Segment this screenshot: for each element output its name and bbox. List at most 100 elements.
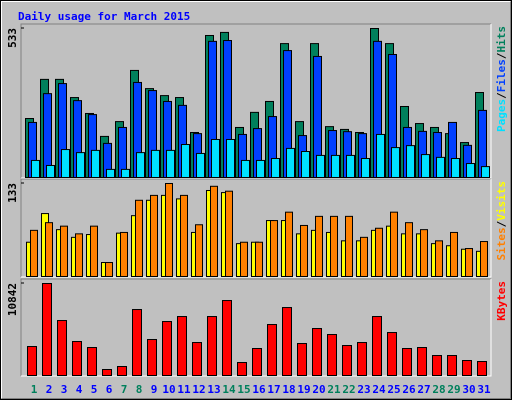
bar [391,147,400,178]
bar [57,320,67,376]
x-tick-label: 13 [207,383,220,396]
bar [117,366,127,376]
x-tick-label: 1 [31,383,38,396]
bevel [20,23,491,178]
bar [226,138,235,178]
bar [240,241,248,278]
bar [417,347,427,377]
x-tick-label: 17 [267,383,280,396]
bar [436,156,445,179]
bar [195,224,203,278]
bar [387,332,397,376]
x-tick-label: 5 [91,383,98,396]
bar [150,194,158,278]
bar [222,300,232,376]
x-tick-label: 8 [136,383,143,396]
legend: Pages/Files/Hits [495,26,508,132]
bar [451,157,460,178]
x-tick-label: 19 [297,383,310,396]
legend-entry: Pages [495,99,508,132]
bar [345,215,353,277]
bar [420,229,428,277]
bar [297,343,307,376]
bar [342,345,352,377]
legend-entry: KBytes [495,281,508,321]
bar [42,283,52,376]
bar [207,316,217,376]
bar [421,154,430,178]
bar [241,159,250,178]
x-tick-label: 3 [61,383,68,396]
bar [462,360,472,376]
bar [27,346,37,376]
bar [357,342,367,376]
x-tick-label: 28 [432,383,445,396]
bar [447,355,457,377]
y-tick-label: 533 [6,28,19,48]
bar [450,231,458,278]
x-tick-label: 27 [417,383,430,396]
x-tick-label: 31 [477,383,491,396]
bar [376,133,385,178]
bar [282,307,292,376]
bar [180,194,188,278]
bar [256,159,265,178]
bar [327,334,337,377]
x-tick-label: 12 [192,383,205,396]
bar [435,240,443,278]
bar [31,159,40,178]
bar [165,183,173,277]
bar [285,211,293,277]
bar [72,341,82,377]
bar [162,321,172,377]
legend-entry: Sites [495,227,508,260]
x-tick-label: 4 [76,383,83,396]
x-tick-label: 15 [237,383,250,396]
legend: Sites/Visits [495,181,508,261]
bar [331,154,340,178]
bar [105,262,113,278]
legend-entry: Visits [495,181,508,221]
x-tick-label: 23 [357,383,370,396]
bar [300,224,308,277]
bar [465,248,473,277]
bar [90,225,98,277]
bar [75,233,83,278]
bar [390,211,398,277]
bevel [20,178,491,277]
bar [301,151,310,178]
x-tick-label: 14 [222,383,236,396]
x-tick-label: 7 [121,383,128,396]
x-tick-label: 16 [252,383,266,396]
bar [315,215,323,277]
bevel [21,179,492,278]
bar [151,149,160,179]
bar [361,157,370,178]
x-tick-label: 24 [372,383,386,396]
bevel [21,24,492,179]
legend-separator: / [495,92,508,99]
bar [286,147,295,179]
bar [211,138,220,178]
legend-separator: / [495,52,508,59]
bar [406,145,415,178]
legend-separator: / [495,220,508,227]
bar [135,199,143,277]
bar [480,241,488,278]
bar [225,190,233,277]
x-tick-label: 10 [162,383,175,396]
legend: KBytes [495,281,508,321]
bar [106,168,115,178]
legend-entry: Files [495,59,508,92]
x-tick-label: 30 [462,383,475,396]
bar [147,339,157,376]
bevel [21,279,492,377]
bar [346,154,355,178]
bar [375,227,383,277]
bar [166,149,175,179]
bar [76,152,85,178]
